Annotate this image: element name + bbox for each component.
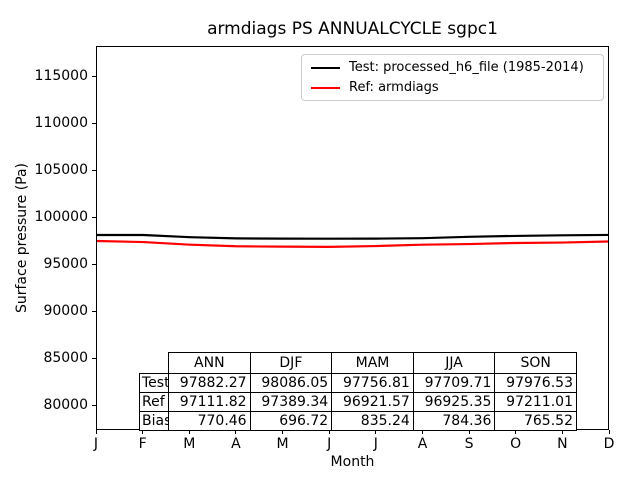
x-tick-label: N [557, 436, 568, 452]
x-tick-mark [515, 430, 517, 434]
table-row-label: Ref [139, 392, 169, 412]
y-tick-label: 110000 [34, 114, 88, 131]
table-cell: 770.46 [168, 411, 251, 431]
legend-entry-test: Test: processed_h6_file (1985-2014) [311, 60, 594, 75]
legend: Test: processed_h6_file (1985-2014) Ref:… [301, 54, 604, 101]
table-cell: 97211.01 [494, 392, 577, 412]
y-axis-label: Surface pressure (Pa) [14, 162, 30, 314]
table-cell: 96921.57 [331, 392, 414, 412]
x-tick-label: A [231, 436, 241, 452]
x-tick-label: M [183, 436, 196, 452]
test-line-sample-icon [311, 66, 340, 69]
y-tick-mark [92, 263, 96, 265]
plot-lines [97, 233, 608, 248]
x-tick-label: D [603, 436, 615, 452]
y-tick-mark [92, 122, 96, 124]
table-row-label: Test [139, 373, 169, 393]
table-row-label: Bias [139, 411, 169, 431]
table-col-header: MAM [331, 352, 414, 374]
x-tick-label: A [417, 436, 428, 452]
legend-label-ref: Ref: armdiags [349, 80, 439, 95]
x-tick-label: J [327, 436, 332, 452]
x-tick-mark [142, 430, 144, 434]
x-tick-mark [561, 430, 563, 434]
x-tick-mark [188, 430, 190, 434]
table-cell: 96925.35 [412, 392, 496, 412]
table-cell: 98086.05 [249, 373, 333, 393]
table-col-header: DJF [249, 352, 333, 374]
x-tick-label: J [373, 436, 378, 452]
y-tick-mark [92, 216, 96, 218]
x-tick-mark [468, 430, 470, 434]
series-line-ref [97, 239, 608, 248]
y-tick-mark [92, 310, 96, 312]
table-col-header: JJA [412, 352, 496, 374]
x-tick-mark [328, 430, 330, 434]
table-cell: 97756.81 [331, 373, 414, 393]
x-tick-label: F [138, 436, 147, 452]
table-cell: 784.36 [412, 411, 496, 431]
x-axis-label: Month [330, 454, 375, 470]
y-tick-label: 115000 [34, 67, 88, 84]
x-tick-mark [608, 430, 610, 434]
table-cell: 835.24 [331, 411, 414, 431]
table-cell: 97976.53 [494, 373, 577, 393]
y-tick-mark [92, 75, 96, 77]
chart-title: armdiags PS ANNUALCYCLE sgpc1 [207, 19, 498, 39]
table-col-header: ANN [168, 352, 251, 374]
x-tick-label: S [464, 436, 474, 452]
y-tick-label: 100000 [34, 208, 88, 225]
legend-label-test: Test: processed_h6_file (1985-2014) [349, 60, 584, 75]
plot-area: Test: processed_h6_file (1985-2014) Ref:… [96, 46, 609, 431]
x-tick-label: J [93, 436, 99, 452]
y-tick-label: 95000 [43, 255, 88, 272]
table-cell: 97389.34 [249, 392, 333, 412]
x-tick-mark [95, 430, 97, 434]
y-tick-mark [92, 404, 96, 406]
x-tick-mark [235, 430, 237, 434]
x-tick-label: O [510, 436, 522, 452]
table-cell: 696.72 [249, 411, 333, 431]
x-tick-mark [422, 430, 423, 434]
ref-line-sample-icon [311, 86, 340, 89]
y-tick-mark [92, 357, 96, 359]
table-cell: 97111.82 [168, 392, 251, 412]
table-cell: 97882.27 [168, 373, 251, 393]
x-tick-label: M [276, 436, 289, 452]
legend-entry-ref: Ref: armdiags [311, 80, 594, 95]
y-tick-label: 105000 [34, 161, 88, 178]
y-tick-label: 85000 [43, 349, 88, 366]
y-tick-mark [92, 169, 96, 171]
x-tick-mark [375, 430, 377, 434]
table-cell: 765.52 [494, 411, 577, 431]
y-tick-label: 90000 [43, 302, 88, 319]
y-tick-label: 80000 [43, 396, 88, 413]
series-line-test [97, 233, 608, 240]
x-tick-mark [282, 430, 283, 434]
table-cell: 97709.71 [412, 373, 496, 393]
table-col-header: SON [494, 352, 577, 374]
